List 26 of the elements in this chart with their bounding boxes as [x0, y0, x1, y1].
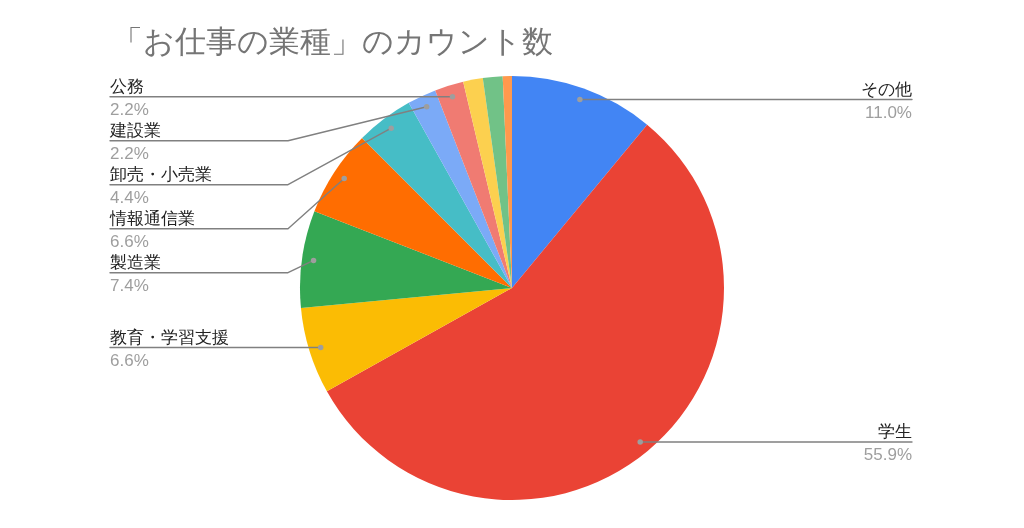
pie-slice — [326, 124, 724, 500]
pie-slice — [300, 288, 512, 392]
data-label: 2.2% — [110, 99, 149, 119]
pie-slice — [463, 78, 512, 288]
data-label: 55.9% — [863, 444, 912, 464]
slice-label: その他 — [861, 79, 912, 99]
slice-label: 情報通信業 — [109, 208, 195, 228]
data-label: 11.0% — [865, 102, 912, 122]
pie-slice — [362, 102, 512, 288]
data-label: 7.4% — [110, 275, 149, 295]
data-label: 6.6% — [110, 231, 149, 251]
slice-label: 学生 — [878, 421, 912, 441]
pie-slice — [512, 76, 648, 288]
pie-slice — [300, 211, 512, 308]
data-label: 4.4% — [110, 187, 149, 207]
slice-label: 製造業 — [110, 252, 161, 272]
data-label: 6.6% — [110, 350, 149, 370]
chart-title: 「お仕事の業種」のカウント数 — [112, 24, 553, 59]
pie-slice — [435, 81, 512, 288]
slice-label: 公務 — [110, 76, 144, 96]
slice-label: 卸売・小売業 — [110, 164, 212, 184]
slice-label: 教育・学習支援 — [110, 327, 229, 347]
data-label: 2.2% — [110, 143, 149, 163]
pie-slice — [408, 90, 512, 288]
slice-label: 建設業 — [109, 120, 161, 140]
pie-slice — [314, 138, 512, 288]
